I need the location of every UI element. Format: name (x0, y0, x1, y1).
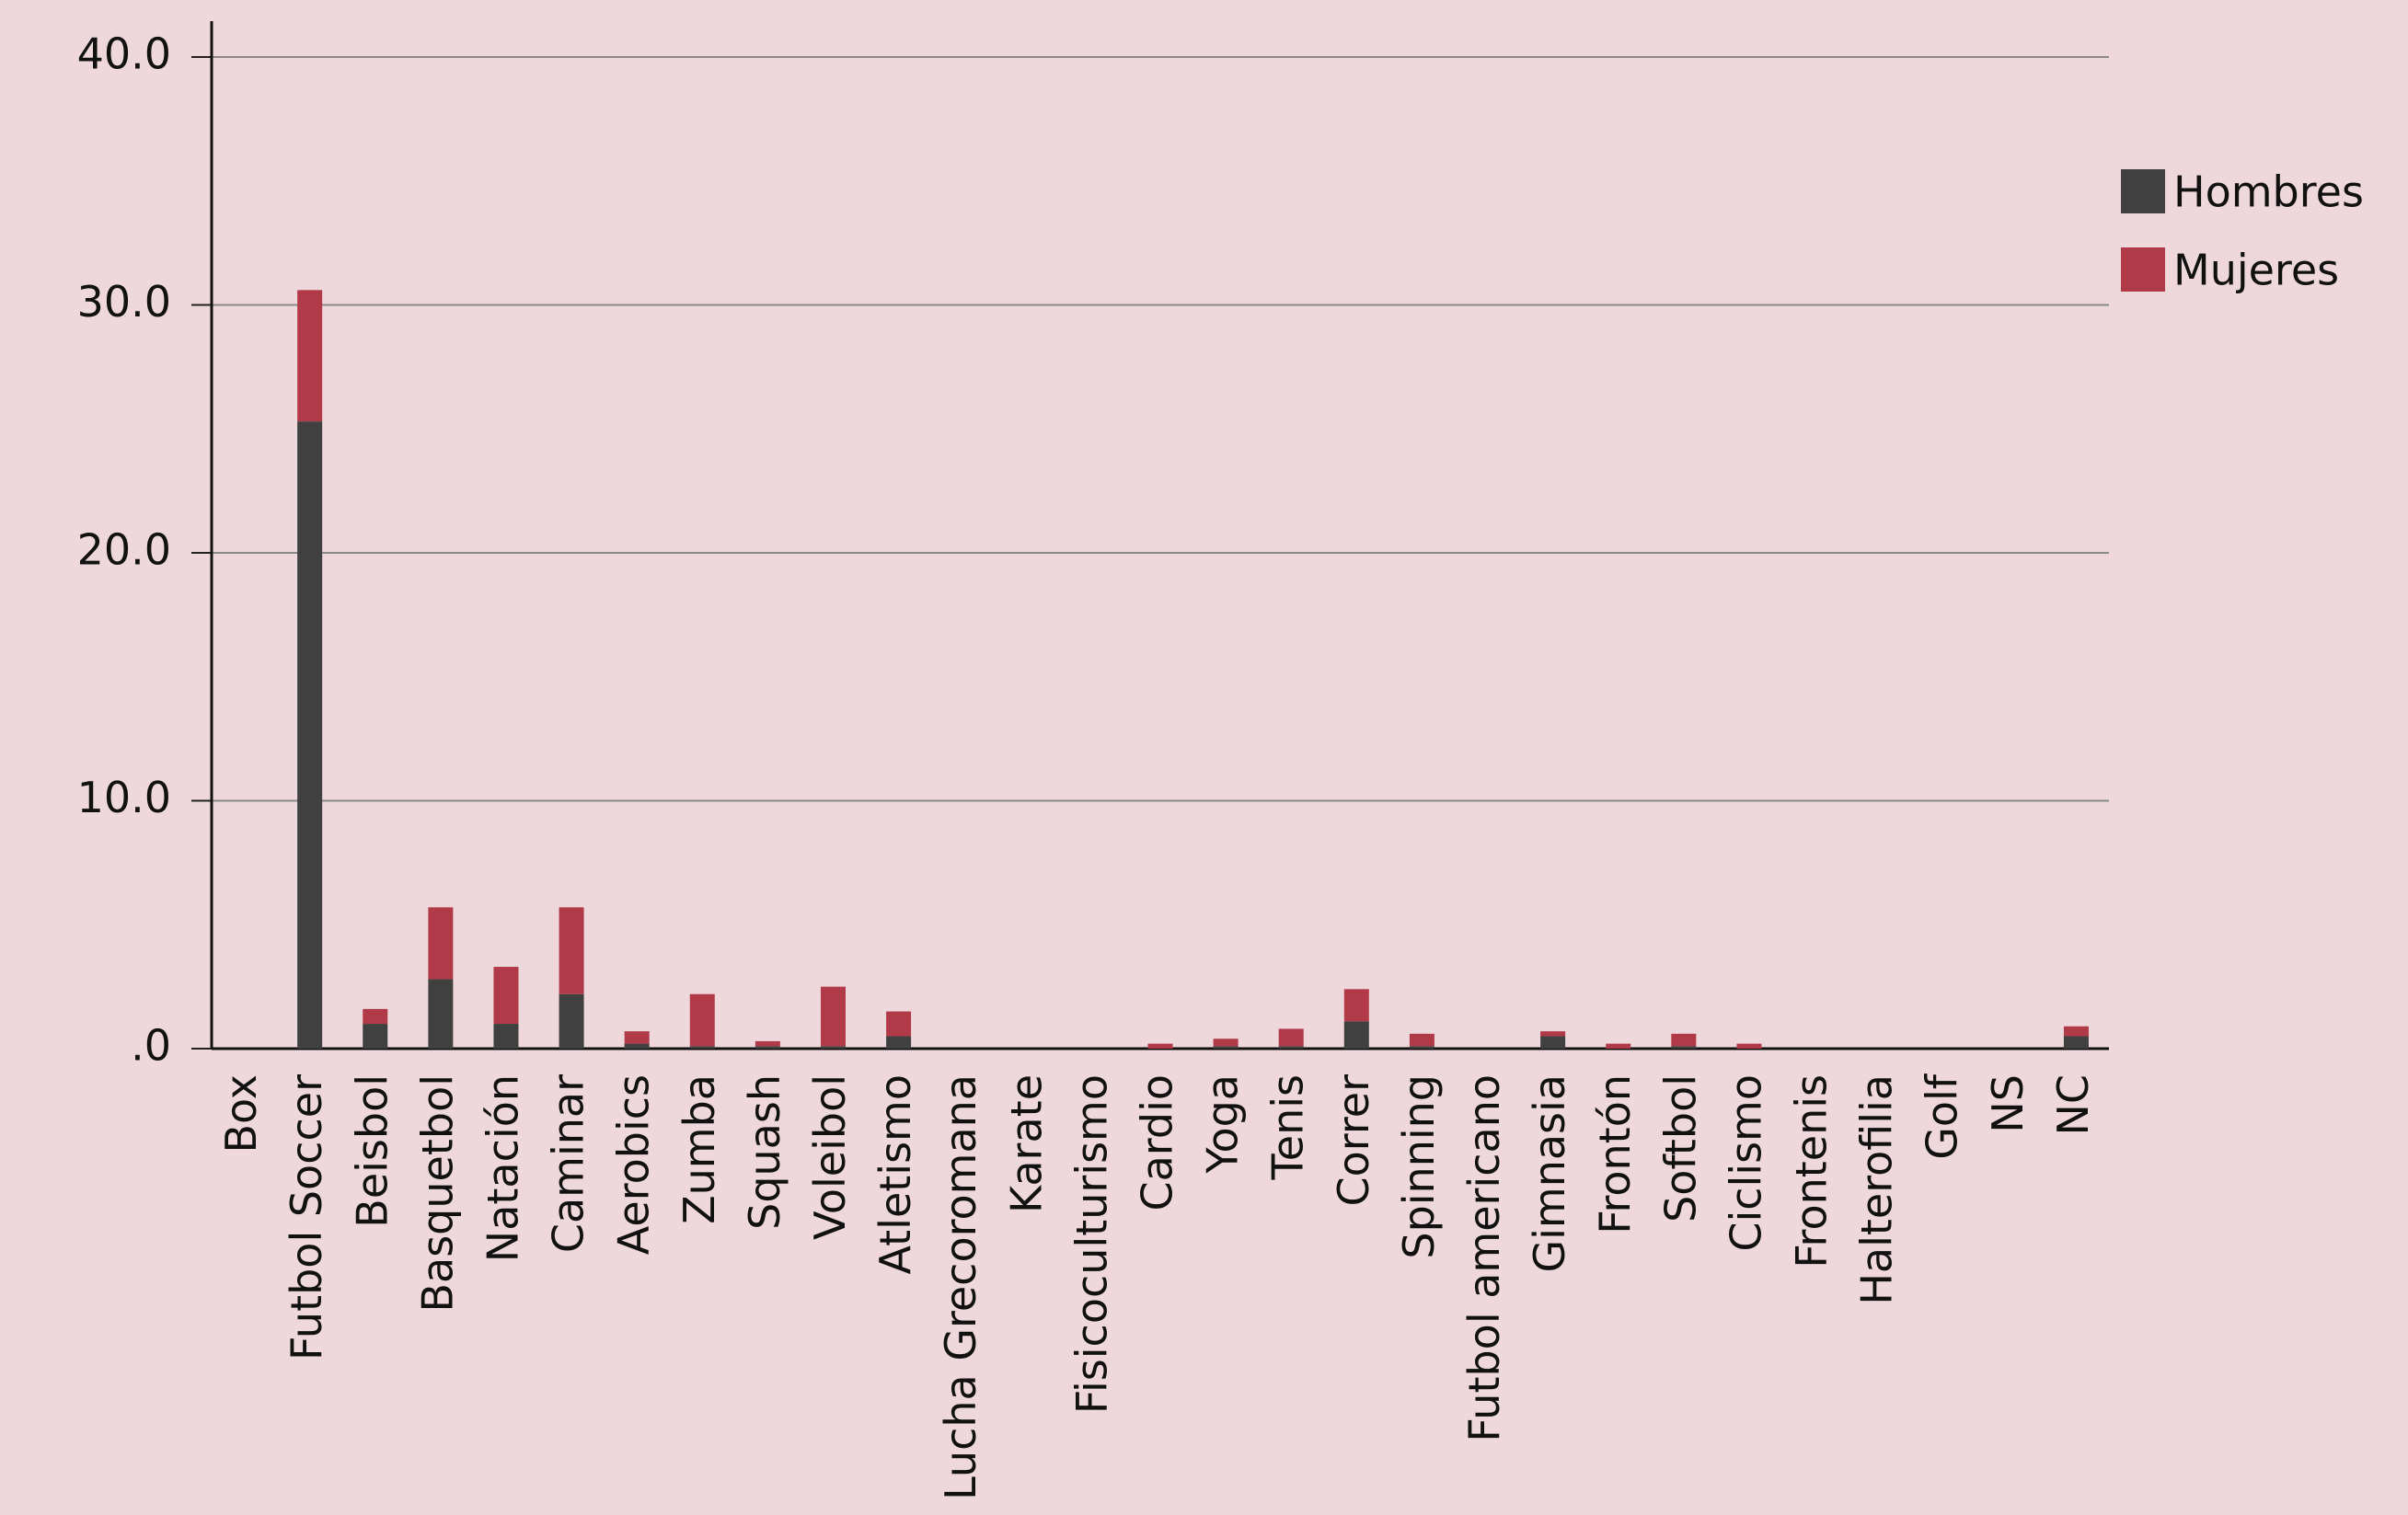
x-tick-label: Yoga (1198, 1074, 1248, 1175)
x-tick-label: Tenis (1263, 1074, 1313, 1180)
bar-segment (297, 421, 323, 1049)
bar-segment (886, 1011, 912, 1037)
x-tick-label: Box (216, 1074, 266, 1153)
bar-segment (363, 1008, 388, 1025)
bar-segment (363, 1024, 388, 1049)
legend-label: Hombres (2173, 167, 2364, 217)
legend-swatch (2121, 247, 2165, 292)
bar-segment (1147, 1043, 1173, 1049)
bar-segment (428, 979, 454, 1049)
x-tick-label: Futbol Soccer (282, 1074, 331, 1360)
bar-segment (689, 1046, 715, 1049)
bar-segment (624, 1043, 650, 1049)
x-tick-label: Aerobics (609, 1074, 659, 1255)
bar-segment (1278, 1028, 1304, 1047)
legend-label: Mujeres (2173, 246, 2339, 295)
x-tick-label: Correr (1329, 1074, 1378, 1207)
y-tick-label: .0 (131, 1021, 171, 1071)
x-tick-label: Halterofilia (1852, 1074, 1902, 1305)
bar-segment (2063, 1026, 2089, 1037)
bar-segment (820, 986, 846, 1047)
bar-segment (428, 907, 454, 980)
x-tick-label: Squash (740, 1074, 789, 1230)
x-tick-label: Zumba (674, 1074, 724, 1224)
legend-swatch (2121, 169, 2165, 213)
x-tick-label: Spinning (1394, 1074, 1444, 1259)
bar-segment (886, 1036, 912, 1049)
x-tick-label: Lucha Grecoromana (936, 1074, 985, 1500)
y-tick-label: 20.0 (77, 525, 171, 575)
bar-segment (624, 1031, 650, 1044)
bar-segment (1343, 1021, 1369, 1049)
bar-segment (755, 1046, 780, 1049)
bar-segment (1540, 1036, 1566, 1049)
y-tick-label: 40.0 (77, 29, 171, 79)
bar-segment (1343, 989, 1369, 1022)
x-tick-label: Softbol (1655, 1074, 1705, 1222)
bar-segment (559, 993, 584, 1049)
x-tick-label: Natación (478, 1074, 527, 1262)
x-tick-label: Caminar (544, 1074, 593, 1253)
y-tick-label: 30.0 (77, 277, 171, 327)
x-tick-label: NS (1983, 1074, 2033, 1133)
bar-segment (1213, 1046, 1239, 1049)
x-tick-label: Beisbol (347, 1074, 397, 1228)
x-tick-label: Golf (1918, 1073, 1967, 1160)
bar-segment (1671, 1033, 1697, 1047)
x-tick-label: Futbol americano (1459, 1074, 1509, 1442)
x-tick-label: Fisicoculturismo (1066, 1074, 1116, 1414)
bar-segment (755, 1040, 780, 1047)
x-tick-label: Basquetbol (412, 1074, 462, 1313)
bar-segment (2063, 1036, 2089, 1049)
bar-segment (1606, 1043, 1631, 1049)
bar-segment (1213, 1039, 1239, 1047)
bar-segment (1409, 1046, 1434, 1049)
bar-segment (297, 290, 323, 422)
x-tick-label: Atletismo (870, 1074, 920, 1275)
x-tick-label: Frontenis (1787, 1074, 1837, 1268)
bar-segment (1278, 1046, 1304, 1049)
x-tick-label: NC (2048, 1074, 2098, 1136)
bar-segment (820, 1046, 846, 1049)
bar-segment (493, 967, 519, 1025)
y-tick-label: 10.0 (77, 773, 171, 822)
bar-segment (1736, 1043, 1762, 1049)
bar-segment (689, 993, 715, 1047)
bar-segment (1671, 1046, 1697, 1049)
bar-segment (1540, 1031, 1566, 1037)
x-tick-label: Frontón (1590, 1074, 1640, 1234)
x-tick-label: Karate (1001, 1074, 1051, 1213)
x-tick-label: Cardio (1133, 1074, 1182, 1211)
bar-segment (1409, 1033, 1434, 1047)
x-tick-label: Ciclismo (1721, 1074, 1770, 1252)
x-tick-label: Gimnasia (1525, 1074, 1574, 1273)
bar-segment (493, 1024, 519, 1049)
bar-segment (559, 907, 584, 994)
x-tick-label: Voleibol (805, 1074, 855, 1240)
